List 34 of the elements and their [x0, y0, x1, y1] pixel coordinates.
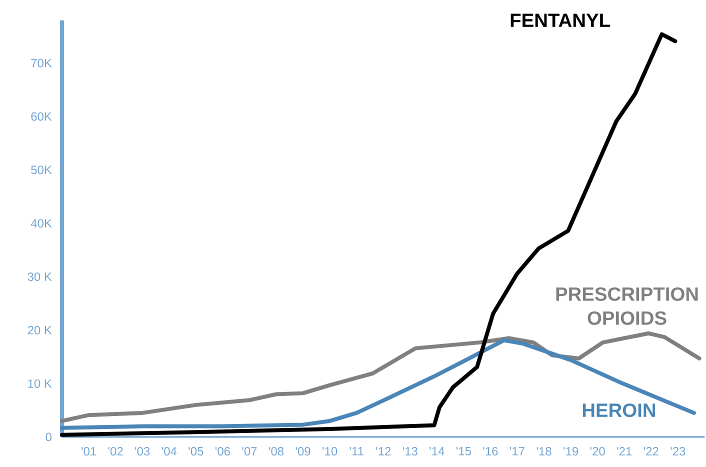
x-tick-label: '01 — [82, 447, 96, 456]
x-tick-label: '13 — [402, 447, 418, 456]
x-tick-label: '23 — [670, 447, 686, 456]
x-tick-label: '22 — [644, 447, 658, 456]
series-label: HEROIN — [582, 403, 656, 418]
y-tick-label: 60K — [31, 112, 52, 121]
x-tick-label: '20 — [590, 447, 605, 456]
y-tick-label: 40K — [30, 219, 52, 228]
x-tick-label: '02 — [108, 447, 123, 456]
series-label: PRESCRIPTION OPIOIDS — [556, 287, 698, 325]
x-tick-label: '11 — [350, 447, 364, 456]
y-tick-label: 30 K — [28, 272, 52, 281]
y-tick-label: 70K — [31, 58, 52, 68]
x-tick-label: '07 — [242, 447, 257, 456]
x-tick-label: '09 — [296, 447, 310, 456]
x-tick-label: '17 — [510, 447, 524, 456]
x-tick-label: '03 — [135, 447, 150, 456]
x-tick-label: '05 — [188, 447, 204, 456]
x-tick-label: '04 — [162, 447, 177, 456]
y-tick-label: 10 K — [28, 379, 52, 388]
x-tick-label: '19 — [564, 447, 578, 456]
x-tick-label: '18 — [536, 447, 552, 456]
y-tick-label: 20 K — [28, 326, 52, 334]
x-tick-label: '10 — [322, 447, 338, 456]
x-tick-label: '21 — [617, 447, 632, 456]
text: FENTANYL — [510, 14, 610, 27]
x-tick-label: '15 — [456, 447, 471, 456]
x-tick-label: '14 — [430, 447, 444, 456]
y-tick-label: 50K — [31, 166, 52, 174]
x-tick-label: '12 — [376, 447, 391, 456]
x-tick-label: '16 — [483, 447, 498, 456]
x-tick-label: '06 — [215, 447, 230, 456]
x-tick-label: '08 — [269, 447, 284, 456]
y-tick-label: 0 — [46, 432, 52, 442]
